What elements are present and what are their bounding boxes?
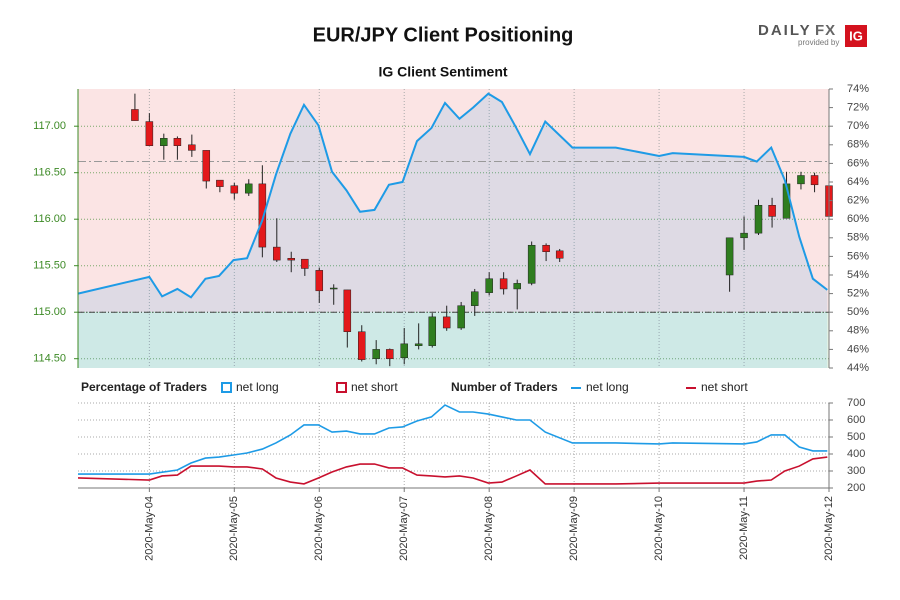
candle-body bbox=[386, 349, 394, 359]
candle-body bbox=[202, 150, 211, 182]
candle-body bbox=[457, 305, 465, 329]
y-tick-label: 116.50 bbox=[33, 167, 66, 179]
x-tick-label: 2020-May-12 bbox=[823, 496, 835, 561]
candle-body bbox=[810, 175, 819, 186]
legend-label: net short bbox=[701, 380, 748, 394]
candle-body bbox=[245, 183, 253, 194]
y2-tick-label: 50% bbox=[847, 306, 869, 318]
candle-body bbox=[372, 349, 380, 359]
candle-body bbox=[768, 205, 776, 217]
candle-body bbox=[542, 244, 550, 253]
y2-tick-label: 46% bbox=[847, 343, 869, 355]
candle-body bbox=[442, 316, 451, 329]
candle-body bbox=[216, 179, 224, 187]
x-tick-label: 2020-May-04 bbox=[143, 496, 155, 561]
sentiment-area bbox=[78, 93, 828, 369]
candle-body bbox=[754, 205, 763, 234]
candle-body bbox=[145, 121, 154, 146]
candle-body bbox=[740, 232, 748, 239]
y2-tick-label: 48% bbox=[847, 325, 869, 337]
x-tick-label: 2020-May-08 bbox=[483, 496, 495, 561]
x-tick-label: 2020-May-09 bbox=[568, 496, 580, 561]
candle-body bbox=[485, 278, 493, 293]
y-tick-label: 300 bbox=[847, 465, 865, 477]
legend-swatch bbox=[221, 382, 232, 393]
candle-body bbox=[527, 244, 536, 284]
candle-body bbox=[725, 237, 734, 276]
candle-body bbox=[273, 246, 281, 261]
candle-body bbox=[287, 258, 295, 261]
x-tick-label: 2020-May-07 bbox=[398, 496, 410, 561]
legend-swatch bbox=[336, 382, 347, 393]
candle-body bbox=[555, 250, 564, 259]
candle-body bbox=[400, 343, 408, 359]
y-tick-label: 116.00 bbox=[33, 213, 66, 225]
candle-body bbox=[414, 343, 423, 346]
logo-fx: FX bbox=[815, 22, 836, 39]
candle-body bbox=[230, 185, 239, 194]
y2-tick-label: 72% bbox=[847, 102, 869, 114]
candle-body bbox=[188, 144, 196, 151]
y-tick-label: 200 bbox=[847, 482, 865, 494]
y-tick-label: 115.00 bbox=[33, 306, 66, 318]
candle-body bbox=[315, 270, 324, 292]
y-tick-label: 600 bbox=[847, 414, 865, 426]
candle-body bbox=[357, 331, 366, 360]
candle-body bbox=[301, 258, 309, 269]
candle-body bbox=[173, 138, 182, 146]
y-tick-label: 500 bbox=[847, 431, 865, 443]
logo-ig: IG bbox=[849, 28, 863, 43]
y-tick-label: 115.50 bbox=[33, 260, 66, 272]
chart-subtitle: IG Client Sentiment bbox=[378, 64, 507, 80]
y2-tick-label: 58% bbox=[847, 232, 869, 244]
x-tick-label: 2020-May-10 bbox=[653, 496, 665, 561]
x-tick-label: 2020-May-06 bbox=[313, 496, 325, 561]
logo: DAILY FX provided by IG bbox=[758, 22, 867, 47]
y2-tick-label: 60% bbox=[847, 213, 869, 225]
candle-body bbox=[499, 278, 508, 290]
y2-tick-label: 52% bbox=[847, 288, 869, 300]
candle-body bbox=[428, 316, 437, 346]
candle-body bbox=[258, 183, 267, 248]
candle-body bbox=[131, 109, 139, 121]
trader-line bbox=[77, 456, 828, 485]
candle-body bbox=[797, 175, 805, 185]
x-tick-label: 2020-May-11 bbox=[738, 496, 750, 560]
candle-body bbox=[470, 291, 479, 306]
y2-tick-label: 68% bbox=[847, 139, 869, 151]
candle-body bbox=[160, 138, 168, 146]
y2-tick-label: 64% bbox=[847, 176, 869, 188]
chart-title: EUR/JPY Client Positioning bbox=[313, 24, 574, 46]
legend-title: Number of Traders bbox=[451, 380, 558, 394]
y-tick-label: 700 bbox=[847, 397, 865, 409]
legend-title: Percentage of Traders bbox=[81, 380, 207, 394]
sentiment-line bbox=[77, 92, 828, 299]
legend-label: net long bbox=[236, 380, 279, 394]
candle-body bbox=[329, 287, 338, 290]
y-tick-label: 114.50 bbox=[33, 353, 66, 365]
y2-tick-label: 62% bbox=[847, 195, 869, 207]
y-tick-label: 400 bbox=[847, 448, 865, 460]
trader-line bbox=[78, 404, 828, 475]
y2-tick-label: 74% bbox=[847, 83, 869, 95]
legend-label: net long bbox=[586, 380, 629, 394]
y2-tick-label: 56% bbox=[847, 250, 869, 262]
y-tick-label: 117.00 bbox=[33, 120, 66, 132]
candle-body bbox=[343, 289, 352, 332]
y2-tick-label: 44% bbox=[847, 362, 869, 374]
logo-ig-box bbox=[845, 25, 867, 47]
y2-tick-label: 54% bbox=[847, 269, 869, 281]
y2-tick-label: 66% bbox=[847, 157, 869, 169]
candle-body bbox=[513, 283, 521, 290]
y2-tick-label: 70% bbox=[847, 120, 869, 132]
x-tick-label: 2020-May-05 bbox=[228, 496, 240, 561]
logo-provided: provided by bbox=[798, 38, 839, 47]
logo-daily: DAILY bbox=[758, 22, 812, 39]
legend-label: net short bbox=[351, 380, 398, 394]
